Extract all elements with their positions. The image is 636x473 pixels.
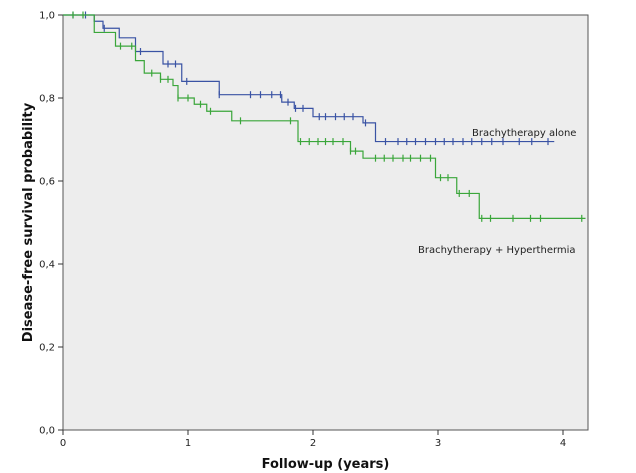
axes-layer: 0 1 2 3 4 0,0 0,2 0,4 0,6 0,8 1,0 — [39, 11, 566, 450]
series-label-brachytherapy-alone: Brachytherapy alone — [472, 128, 576, 139]
y-axis-title: Disease-free survival probability — [21, 102, 36, 342]
survival-curve — [63, 14, 555, 143]
y-tick-label: 0,6 — [39, 177, 55, 188]
x-axis-title: Follow-up (years) — [262, 457, 390, 472]
label-layer: Brachytherapy alone Brachytherapy + Hype… — [418, 128, 576, 256]
series-brachytherapy-hyperthermia — [63, 11, 586, 222]
x-tick-label: 1 — [185, 438, 191, 449]
x-tick-label: 0 — [60, 438, 66, 449]
x-tick-label: 2 — [310, 438, 316, 449]
y-tick-label: 0,4 — [39, 260, 55, 271]
plot-background — [62, 14, 589, 431]
x-tick-label: 4 — [560, 438, 566, 449]
series-label-brachytherapy-hyperthermia: Brachytherapy + Hyperthermia — [418, 245, 576, 256]
y-tick-label: 0,8 — [39, 94, 55, 105]
series-layer — [63, 11, 586, 222]
series-brachytherapy-alone — [63, 11, 555, 146]
y-tick-label: 1,0 — [39, 11, 55, 22]
y-tick-label: 0,2 — [39, 343, 55, 354]
y-tick-label: 0,0 — [39, 426, 55, 437]
x-tick-label: 3 — [435, 438, 441, 449]
